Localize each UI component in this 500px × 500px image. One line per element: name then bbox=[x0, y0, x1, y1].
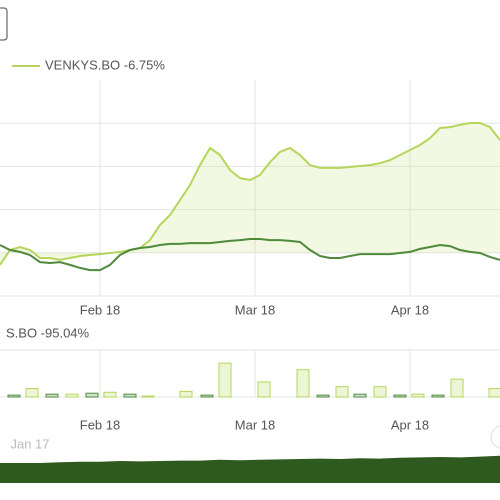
toolbar-button[interactable] bbox=[0, 7, 8, 41]
x-tick-label: Jan 17 bbox=[10, 436, 49, 451]
volume-bar bbox=[488, 388, 500, 398]
volume-bar bbox=[65, 393, 79, 398]
volume-bar bbox=[393, 394, 407, 398]
volume-bar bbox=[45, 393, 59, 398]
x-tick-label: Apr 18 bbox=[391, 417, 429, 432]
x-tick-label: Feb 18 bbox=[80, 302, 120, 317]
volume-bar bbox=[218, 362, 232, 398]
x-tick-label: Mar 18 bbox=[235, 302, 275, 317]
volume-bar bbox=[296, 369, 310, 398]
x-tick-label: Feb 18 bbox=[80, 417, 120, 432]
navigator-handle[interactable] bbox=[490, 425, 500, 449]
x-tick-label: Mar 18 bbox=[235, 417, 275, 432]
volume-bar bbox=[7, 394, 21, 398]
legend-label: VENKYS.BO -6.75% bbox=[45, 57, 165, 72]
volume-bar bbox=[450, 378, 464, 398]
volume-bar bbox=[335, 386, 349, 398]
volume-bar bbox=[373, 386, 387, 398]
volume-bar bbox=[123, 393, 137, 398]
volume-bar bbox=[141, 395, 155, 398]
series-line bbox=[0, 238, 500, 272]
volume-bar bbox=[25, 388, 39, 398]
volume-bar bbox=[85, 392, 99, 398]
volume-bar bbox=[200, 394, 214, 398]
volume-bar bbox=[103, 391, 117, 398]
series-line bbox=[0, 122, 500, 266]
volume-bar bbox=[431, 394, 445, 398]
volume-bar bbox=[353, 393, 367, 398]
volume-bar bbox=[411, 393, 425, 398]
series-area bbox=[0, 123, 500, 265]
x-tick-label: Apr 18 bbox=[391, 302, 429, 317]
volume-legend: S.BO -95.04% bbox=[6, 325, 90, 340]
volume-bar bbox=[179, 390, 193, 398]
volume-bar bbox=[257, 381, 271, 398]
volume-bar bbox=[316, 394, 330, 398]
navigator-area bbox=[0, 455, 500, 483]
